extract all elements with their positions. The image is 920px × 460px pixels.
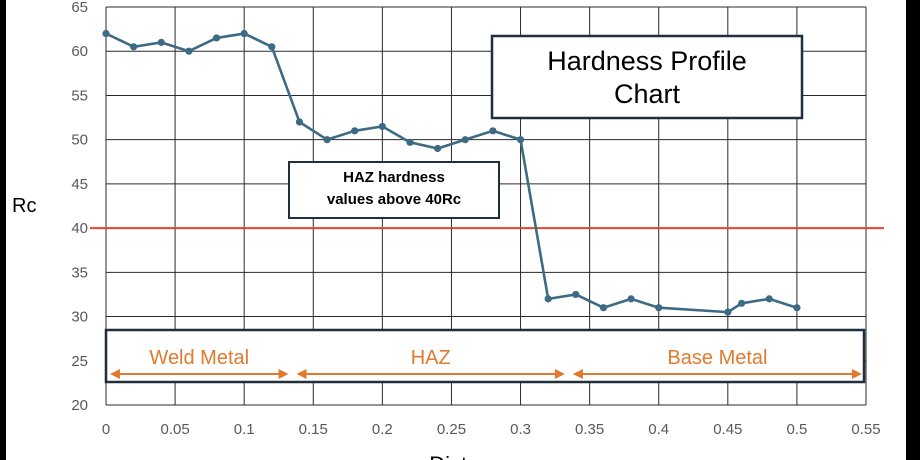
data-point (185, 47, 193, 55)
y-tick-label: 55 (71, 87, 88, 104)
x-tick-label: 0.4 (648, 421, 669, 438)
y-tick-label: 65 (71, 0, 88, 16)
data-point (599, 304, 608, 312)
title-box (490, 34, 804, 120)
callout-line-2: values above 40Rc (327, 191, 461, 208)
y-tick-label: 40 (71, 220, 88, 237)
zone-label: Base Metal (667, 347, 767, 369)
data-point (516, 136, 525, 144)
data-point (793, 304, 801, 312)
data-point (572, 290, 580, 299)
x-tick-label: 0.45 (713, 421, 742, 438)
data-point (130, 43, 138, 51)
data-point (240, 29, 248, 38)
zone-arrow-head-right (554, 369, 565, 379)
title-line-2: Chart (614, 79, 681, 109)
data-point (434, 144, 442, 153)
zone-label: Weld Metal (149, 347, 249, 369)
data-point (157, 38, 165, 46)
data-point (212, 34, 221, 42)
series-group (102, 29, 801, 316)
y-tick-label: 30 (71, 309, 88, 326)
y-tick-label: 35 (71, 264, 88, 281)
y-tick-label: 25 (71, 353, 88, 370)
data-point (351, 127, 359, 135)
x-tick-label: 0.05 (160, 421, 189, 438)
zone-arrow-head-left (296, 369, 307, 379)
title-line-1: Hardness Profile (547, 46, 747, 76)
x-axis-label: Distance (429, 452, 515, 460)
data-point (544, 295, 552, 303)
x-tick-label: 0.5 (786, 421, 807, 438)
x-tick-label: 0.3 (510, 421, 531, 438)
data-point (295, 118, 304, 126)
y-axis-label: Rc (12, 195, 36, 217)
zone-arrow-head-left (572, 369, 583, 379)
data-point (406, 138, 414, 146)
x-tick-label: 0.55 (851, 421, 880, 438)
data-point (268, 43, 276, 51)
x-tick-label: 0 (102, 421, 110, 438)
x-tick-label: 0.2 (372, 421, 393, 438)
zone-arrow-head-right (278, 369, 289, 379)
x-tick-labels: 0 0.05 0.1 0.15 0.2 0.25 0.3 0.35 0.4 0.45 0.5 0.55 (102, 421, 881, 438)
callout-line-1: HAZ hardness (343, 169, 445, 186)
data-point (627, 295, 635, 303)
zones-group: Weld Metal HAZ Base Metal (104, 328, 866, 384)
y-tick-label: 20 (71, 397, 88, 414)
y-tick-label: 50 (71, 132, 88, 149)
data-point (378, 122, 386, 130)
data-point (738, 299, 746, 307)
y-tick-label: 45 (71, 176, 88, 193)
zone-arrow-head-right (852, 369, 862, 379)
y-tick-labels: 20 25 30 35 40 45 50 55 60 65 (71, 0, 88, 414)
data-point (489, 127, 497, 135)
chart-panel: 20 25 30 35 40 45 50 55 60 65 0 0.05 0.1 0.15 0.2 0.25… (6, 0, 906, 460)
callout-box (288, 161, 500, 219)
data-point (323, 136, 331, 144)
data-point (655, 304, 663, 312)
y-tick-label: 60 (71, 43, 88, 60)
data-point (461, 136, 469, 144)
x-tick-label: 0.15 (299, 421, 328, 438)
data-point (724, 308, 732, 316)
data-point (765, 295, 773, 303)
x-tick-label: 0.25 (437, 421, 466, 438)
hardness-profile-chart: 20 25 30 35 40 45 50 55 60 65 0 0.05 0.1 0.15 0.2 0.25… (12, 0, 884, 460)
x-tick-label: 0.1 (234, 421, 255, 438)
data-point (102, 29, 110, 38)
zone-arrow-head-left (110, 369, 120, 379)
zone-label: HAZ (411, 347, 451, 369)
x-tick-label: 0.35 (575, 421, 604, 438)
